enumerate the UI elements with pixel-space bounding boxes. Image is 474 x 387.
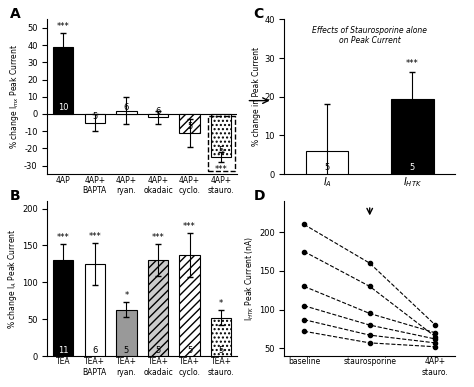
Text: 5: 5 bbox=[219, 346, 224, 354]
Bar bbox=[116, 111, 137, 114]
Text: 5: 5 bbox=[187, 122, 192, 131]
Text: C: C bbox=[254, 7, 264, 21]
Text: 5: 5 bbox=[187, 346, 192, 354]
Bar bbox=[53, 260, 73, 356]
Bar bbox=[84, 264, 105, 356]
Y-axis label: % change in Peak Current: % change in Peak Current bbox=[252, 47, 261, 146]
Text: ***: *** bbox=[57, 22, 70, 31]
Text: 5: 5 bbox=[124, 346, 129, 354]
Y-axis label: % change I$_A$ Peak Current: % change I$_A$ Peak Current bbox=[6, 228, 19, 329]
Text: 6: 6 bbox=[155, 107, 161, 116]
Bar bbox=[179, 114, 200, 133]
Text: Effects of Staurosporine alone
on Peak Current: Effects of Staurosporine alone on Peak C… bbox=[312, 26, 427, 45]
Text: 5: 5 bbox=[324, 163, 330, 172]
Text: 6: 6 bbox=[124, 103, 129, 112]
Bar bbox=[84, 114, 105, 123]
Bar bbox=[116, 310, 137, 356]
Text: ***: *** bbox=[152, 233, 164, 242]
Bar bbox=[148, 114, 168, 117]
Bar bbox=[148, 260, 168, 356]
Text: ***: *** bbox=[89, 232, 101, 241]
Bar bbox=[211, 318, 231, 356]
Text: B: B bbox=[9, 189, 20, 203]
Bar bbox=[391, 99, 434, 174]
Text: 5: 5 bbox=[155, 346, 161, 354]
Text: *: * bbox=[219, 299, 223, 308]
Bar bbox=[211, 114, 231, 157]
Bar bbox=[179, 255, 200, 356]
Text: ***: *** bbox=[215, 165, 228, 174]
Bar bbox=[306, 151, 348, 174]
Text: *: * bbox=[124, 291, 128, 300]
Text: ***: *** bbox=[57, 233, 70, 242]
Text: A: A bbox=[9, 7, 20, 21]
Text: 6: 6 bbox=[92, 346, 98, 354]
Text: ***: *** bbox=[183, 222, 196, 231]
Y-axis label: I$_{HTK}$ Peak Current (nA): I$_{HTK}$ Peak Current (nA) bbox=[244, 236, 256, 321]
Y-axis label: % change I$_{mx}$ Peak Current: % change I$_{mx}$ Peak Current bbox=[8, 44, 21, 149]
Bar bbox=[208, 116, 235, 171]
Text: 5: 5 bbox=[410, 163, 415, 172]
Bar bbox=[53, 47, 73, 114]
Text: D: D bbox=[254, 189, 265, 203]
Text: 5: 5 bbox=[92, 112, 98, 121]
Text: 5: 5 bbox=[219, 146, 224, 155]
Text: 11: 11 bbox=[58, 346, 68, 354]
Text: 10: 10 bbox=[58, 103, 68, 112]
Text: ***: *** bbox=[406, 59, 419, 68]
